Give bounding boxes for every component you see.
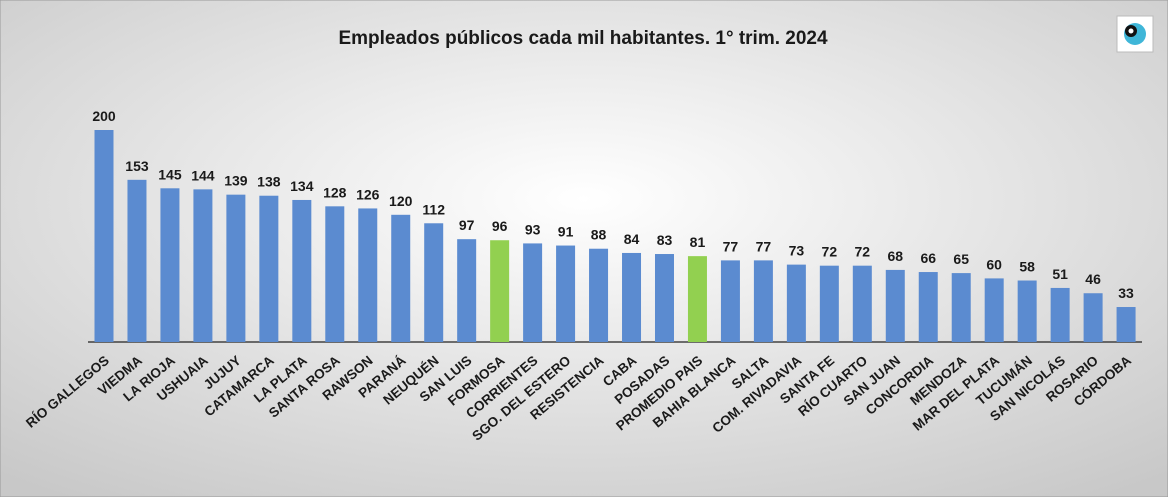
bar <box>720 260 740 342</box>
data-label: 68 <box>887 248 903 264</box>
data-label: 72 <box>822 244 838 260</box>
chart-title: Empleados públicos cada mil habitantes. … <box>338 28 828 49</box>
bar <box>160 188 180 342</box>
data-label: 138 <box>257 174 281 190</box>
data-label: 83 <box>657 232 673 248</box>
bar <box>556 245 576 342</box>
data-label: 46 <box>1085 271 1101 287</box>
bar <box>984 278 1004 342</box>
bar <box>358 208 378 342</box>
bar <box>622 252 642 342</box>
data-label: 96 <box>492 218 508 234</box>
bar <box>292 199 312 342</box>
bar <box>654 254 674 342</box>
data-label: 88 <box>591 227 607 243</box>
data-label: 51 <box>1052 266 1068 282</box>
bar <box>94 130 114 342</box>
bar <box>951 273 971 342</box>
bar <box>259 195 279 342</box>
bar <box>457 239 477 342</box>
bar <box>490 240 510 342</box>
data-label: 134 <box>290 178 314 194</box>
bar <box>687 256 707 342</box>
bar <box>852 265 872 342</box>
data-label: 139 <box>224 173 248 189</box>
data-label: 77 <box>723 238 739 254</box>
bar <box>753 260 773 342</box>
bar <box>325 206 345 342</box>
bar <box>1116 307 1136 342</box>
data-label: 77 <box>756 238 772 254</box>
data-label: 81 <box>690 234 706 250</box>
data-label: 128 <box>323 184 347 200</box>
data-label: 84 <box>624 231 640 247</box>
data-label: 120 <box>389 193 413 209</box>
data-label: 33 <box>1118 285 1134 301</box>
data-label: 126 <box>356 186 380 202</box>
bar <box>1017 280 1037 342</box>
data-label: 58 <box>1019 259 1035 275</box>
data-label: 97 <box>459 217 475 233</box>
bar <box>226 194 246 342</box>
data-label: 145 <box>158 166 182 182</box>
bar <box>918 272 938 342</box>
data-label: 112 <box>422 201 445 217</box>
bar <box>424 223 444 342</box>
data-label: 60 <box>986 256 1002 272</box>
bar <box>1083 293 1103 342</box>
data-label: 200 <box>92 108 116 124</box>
data-label: 153 <box>125 158 149 174</box>
data-label: 93 <box>525 221 541 237</box>
bar <box>819 265 839 342</box>
bar <box>885 269 905 342</box>
data-label: 72 <box>855 244 871 260</box>
data-label: 73 <box>789 243 805 259</box>
bar <box>193 189 213 342</box>
bar <box>786 264 806 342</box>
bar <box>589 248 609 342</box>
data-label: 66 <box>920 250 936 266</box>
bar <box>1050 287 1070 342</box>
data-label: 144 <box>191 167 215 183</box>
bar <box>391 214 411 342</box>
logo <box>1116 15 1154 53</box>
data-label: 91 <box>558 224 574 240</box>
bar <box>127 179 147 342</box>
data-label: 65 <box>953 251 969 267</box>
bar <box>523 243 543 342</box>
